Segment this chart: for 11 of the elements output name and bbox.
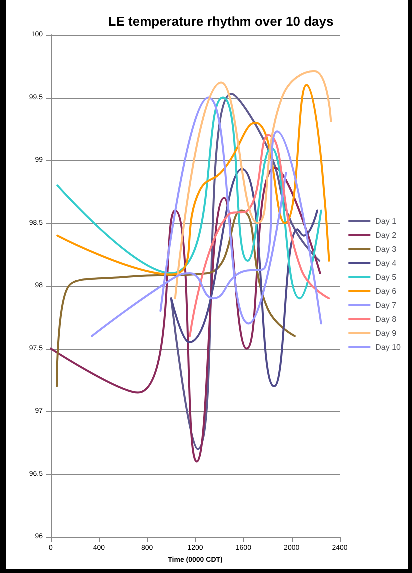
legend-label: Day 4 [376, 259, 398, 268]
legend-label: Day 8 [376, 315, 398, 324]
legend-label: Day 3 [376, 245, 398, 254]
legend-label: Day 6 [376, 287, 398, 296]
legend-label: Day 2 [376, 231, 398, 240]
legend-label: Day 7 [376, 301, 398, 310]
legend-label: Day 9 [376, 329, 398, 338]
legend-label: Day 10 [376, 343, 402, 352]
legend-label: Day 1 [376, 217, 398, 226]
legend-label: Day 5 [376, 273, 398, 282]
chart-title: LE temperature rhythm over 10 days [108, 14, 334, 29]
